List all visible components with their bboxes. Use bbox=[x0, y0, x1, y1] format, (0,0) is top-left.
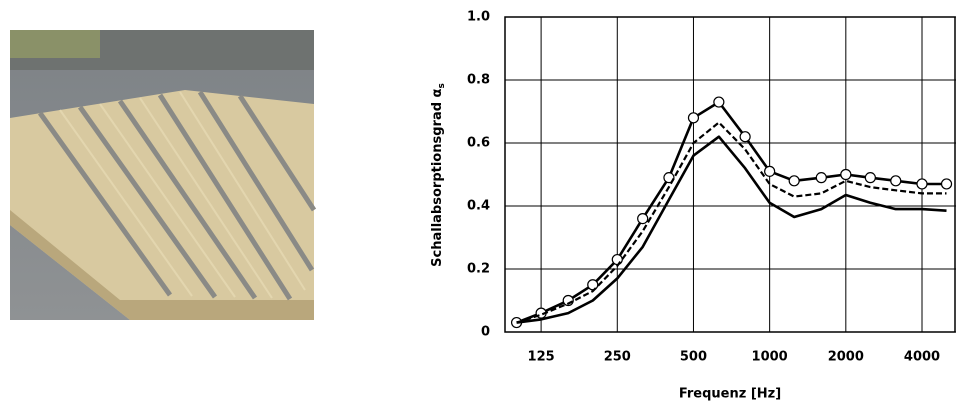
data-point bbox=[864, 172, 876, 184]
data-point bbox=[687, 112, 700, 124]
data-point bbox=[587, 279, 599, 291]
data-point bbox=[916, 178, 928, 190]
series-line bbox=[516, 121, 947, 324]
y-tick-label: 0.2 bbox=[467, 262, 490, 277]
data-point bbox=[840, 168, 852, 181]
plot-frame bbox=[504, 16, 956, 333]
data-point bbox=[713, 96, 725, 108]
x-tick-label: 2000 bbox=[828, 350, 864, 365]
y-label-symbol: α bbox=[430, 88, 445, 97]
photo bbox=[10, 30, 317, 320]
y-tick-label: 0 bbox=[481, 325, 490, 340]
data-point bbox=[890, 175, 902, 187]
y-tick-label: 0.4 bbox=[467, 199, 490, 214]
data-point bbox=[764, 165, 776, 177]
data-point bbox=[940, 178, 953, 190]
data-point bbox=[739, 131, 751, 143]
x-tick-label: 500 bbox=[680, 350, 707, 365]
data-point bbox=[611, 253, 623, 266]
y-axis-label: Schallabsorptionsgrad αs bbox=[430, 83, 447, 267]
y-tick-label: 1.0 bbox=[467, 10, 490, 25]
y-label-text: Schallabsorptionsgrad bbox=[430, 102, 445, 267]
data-point bbox=[788, 175, 800, 187]
x-tick-label: 4000 bbox=[904, 350, 940, 365]
y-tick-label: 0.8 bbox=[467, 73, 490, 88]
y-tick-label: 0.6 bbox=[467, 136, 490, 151]
x-axis-label: Frequenz [Hz] bbox=[679, 387, 781, 402]
x-tick-label: 250 bbox=[604, 350, 631, 365]
x-tick-label: 1000 bbox=[752, 350, 788, 365]
plot-area bbox=[505, 17, 956, 332]
y-label-subscript: s bbox=[437, 83, 447, 88]
data-point bbox=[637, 213, 649, 225]
data-point bbox=[663, 172, 675, 184]
data-point bbox=[815, 172, 827, 184]
plot bbox=[510, 96, 953, 329]
x-tick-label: 125 bbox=[528, 350, 555, 365]
series-line bbox=[516, 135, 947, 324]
